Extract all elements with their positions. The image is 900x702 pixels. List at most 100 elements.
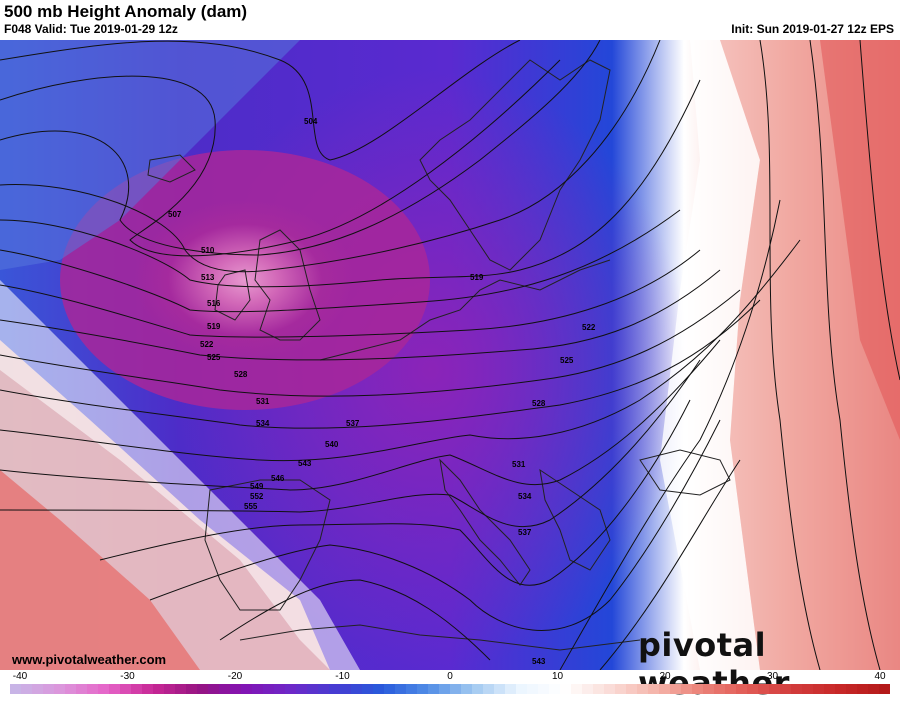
color-scale-cell <box>197 684 208 694</box>
color-scale-cell <box>582 684 593 694</box>
contour-label: 543 <box>298 459 312 468</box>
color-scale-cell <box>241 684 252 694</box>
color-scale-cell <box>769 684 780 694</box>
color-scale-cell <box>131 684 142 694</box>
color-scale-cell <box>109 684 120 694</box>
color-scale-cell <box>65 684 76 694</box>
contour-label: 534 <box>518 492 532 501</box>
contour-label: 531 <box>512 460 526 469</box>
color-scale-tick-label: -10 <box>335 671 350 682</box>
color-scale-cell <box>835 684 846 694</box>
contour-label: 555 <box>244 502 258 511</box>
color-scale-cell <box>307 684 318 694</box>
height-contours <box>0 40 900 670</box>
color-scale-bar <box>10 684 890 694</box>
color-scale-cell <box>351 684 362 694</box>
contour-labels: 504 507 510 513 516 519 519 522 522 525 … <box>168 117 596 666</box>
color-scale-cell <box>538 684 549 694</box>
color-scale-tick-label: 0 <box>447 671 453 682</box>
contour-label: 519 <box>470 273 484 282</box>
color-scale-cell <box>417 684 428 694</box>
color-scale-cell <box>76 684 87 694</box>
color-scale-cell <box>98 684 109 694</box>
color-scale-cell <box>791 684 802 694</box>
contour-label: 513 <box>201 273 215 282</box>
contour-label: 537 <box>518 528 532 537</box>
map-canvas: 504 507 510 513 516 519 519 522 522 525 … <box>0 40 900 670</box>
color-scale-cell <box>340 684 351 694</box>
color-scale-cell <box>604 684 615 694</box>
color-scale-cell <box>483 684 494 694</box>
color-scale-cell <box>637 684 648 694</box>
color-scale-cell <box>747 684 758 694</box>
contour-label: 537 <box>346 419 360 428</box>
color-scale-cell <box>329 684 340 694</box>
contour-label: 528 <box>234 370 248 379</box>
color-scale-cell <box>208 684 219 694</box>
color-scale-cell <box>703 684 714 694</box>
color-scale-cell <box>527 684 538 694</box>
color-scale-cell <box>461 684 472 694</box>
color-scale-cell <box>164 684 175 694</box>
color-scale-tick-label: 10 <box>551 671 564 682</box>
contour-label: 522 <box>582 323 596 332</box>
sw-strong-positive <box>0 470 200 670</box>
color-scale-cell <box>285 684 296 694</box>
contour-label: 507 <box>168 210 182 219</box>
color-scale-cell <box>670 684 681 694</box>
nw-blue-region <box>0 40 300 270</box>
contour-label: 525 <box>560 356 574 365</box>
contour-label: 525 <box>207 353 221 362</box>
color-scale-cell <box>296 684 307 694</box>
map-header: 500 mb Height Anomaly (dam) F048 Valid: … <box>0 0 900 40</box>
coastlines <box>147 59 731 651</box>
color-scale-cell <box>516 684 527 694</box>
contour-label: 522 <box>200 340 214 349</box>
color-scale-cell <box>252 684 263 694</box>
contour-label: 528 <box>532 399 546 408</box>
color-scale-cell <box>230 684 241 694</box>
contour-label: 519 <box>207 322 221 331</box>
color-scale-cell <box>868 684 879 694</box>
contour-label: 531 <box>256 397 270 406</box>
color-scale-cell <box>384 684 395 694</box>
color-scale-cell <box>219 684 230 694</box>
color-scale-cell <box>406 684 417 694</box>
color-scale-cell <box>362 684 373 694</box>
color-scale-cell <box>714 684 725 694</box>
color-scale-cell <box>472 684 483 694</box>
color-scale-cell <box>824 684 835 694</box>
color-scale-cell <box>175 684 186 694</box>
color-scale-cell <box>549 684 560 694</box>
color-scale-cell <box>879 684 890 694</box>
contour-label: 516 <box>207 299 221 308</box>
color-scale-cell <box>571 684 582 694</box>
contour-label: 504 <box>304 117 318 126</box>
map-title: 500 mb Height Anomaly (dam) <box>4 2 248 21</box>
color-scale-cell <box>153 684 164 694</box>
color-scale-cell <box>802 684 813 694</box>
contour-label: 543 <box>532 657 546 666</box>
contour-label: 552 <box>250 492 264 501</box>
sw-neutral-band <box>0 280 360 670</box>
color-scale-cell <box>318 684 329 694</box>
color-scale-tick-label: -30 <box>120 671 135 682</box>
color-scale-cell <box>439 684 450 694</box>
color-scale-tick-label: 30 <box>766 671 779 682</box>
color-scale-cell <box>692 684 703 694</box>
valid-time: F048 Valid: Tue 2019-01-29 12z <box>4 22 178 36</box>
site-url: www.pivotalweather.com <box>12 652 167 667</box>
color-scale-cell <box>758 684 769 694</box>
color-scale-cell <box>659 684 670 694</box>
color-scale-cell <box>10 684 21 694</box>
color-scale-cell <box>857 684 868 694</box>
color-scale-cell <box>736 684 747 694</box>
contour-label: 534 <box>256 419 270 428</box>
contour-label: 510 <box>201 246 215 255</box>
color-scale-cell <box>494 684 505 694</box>
color-scale-tick-label: 20 <box>659 671 671 682</box>
init-time: Init: Sun 2019-01-27 12z EPS <box>731 22 894 36</box>
color-scale-cell <box>21 684 32 694</box>
color-scale-cell <box>186 684 197 694</box>
color-scale-cell <box>450 684 461 694</box>
